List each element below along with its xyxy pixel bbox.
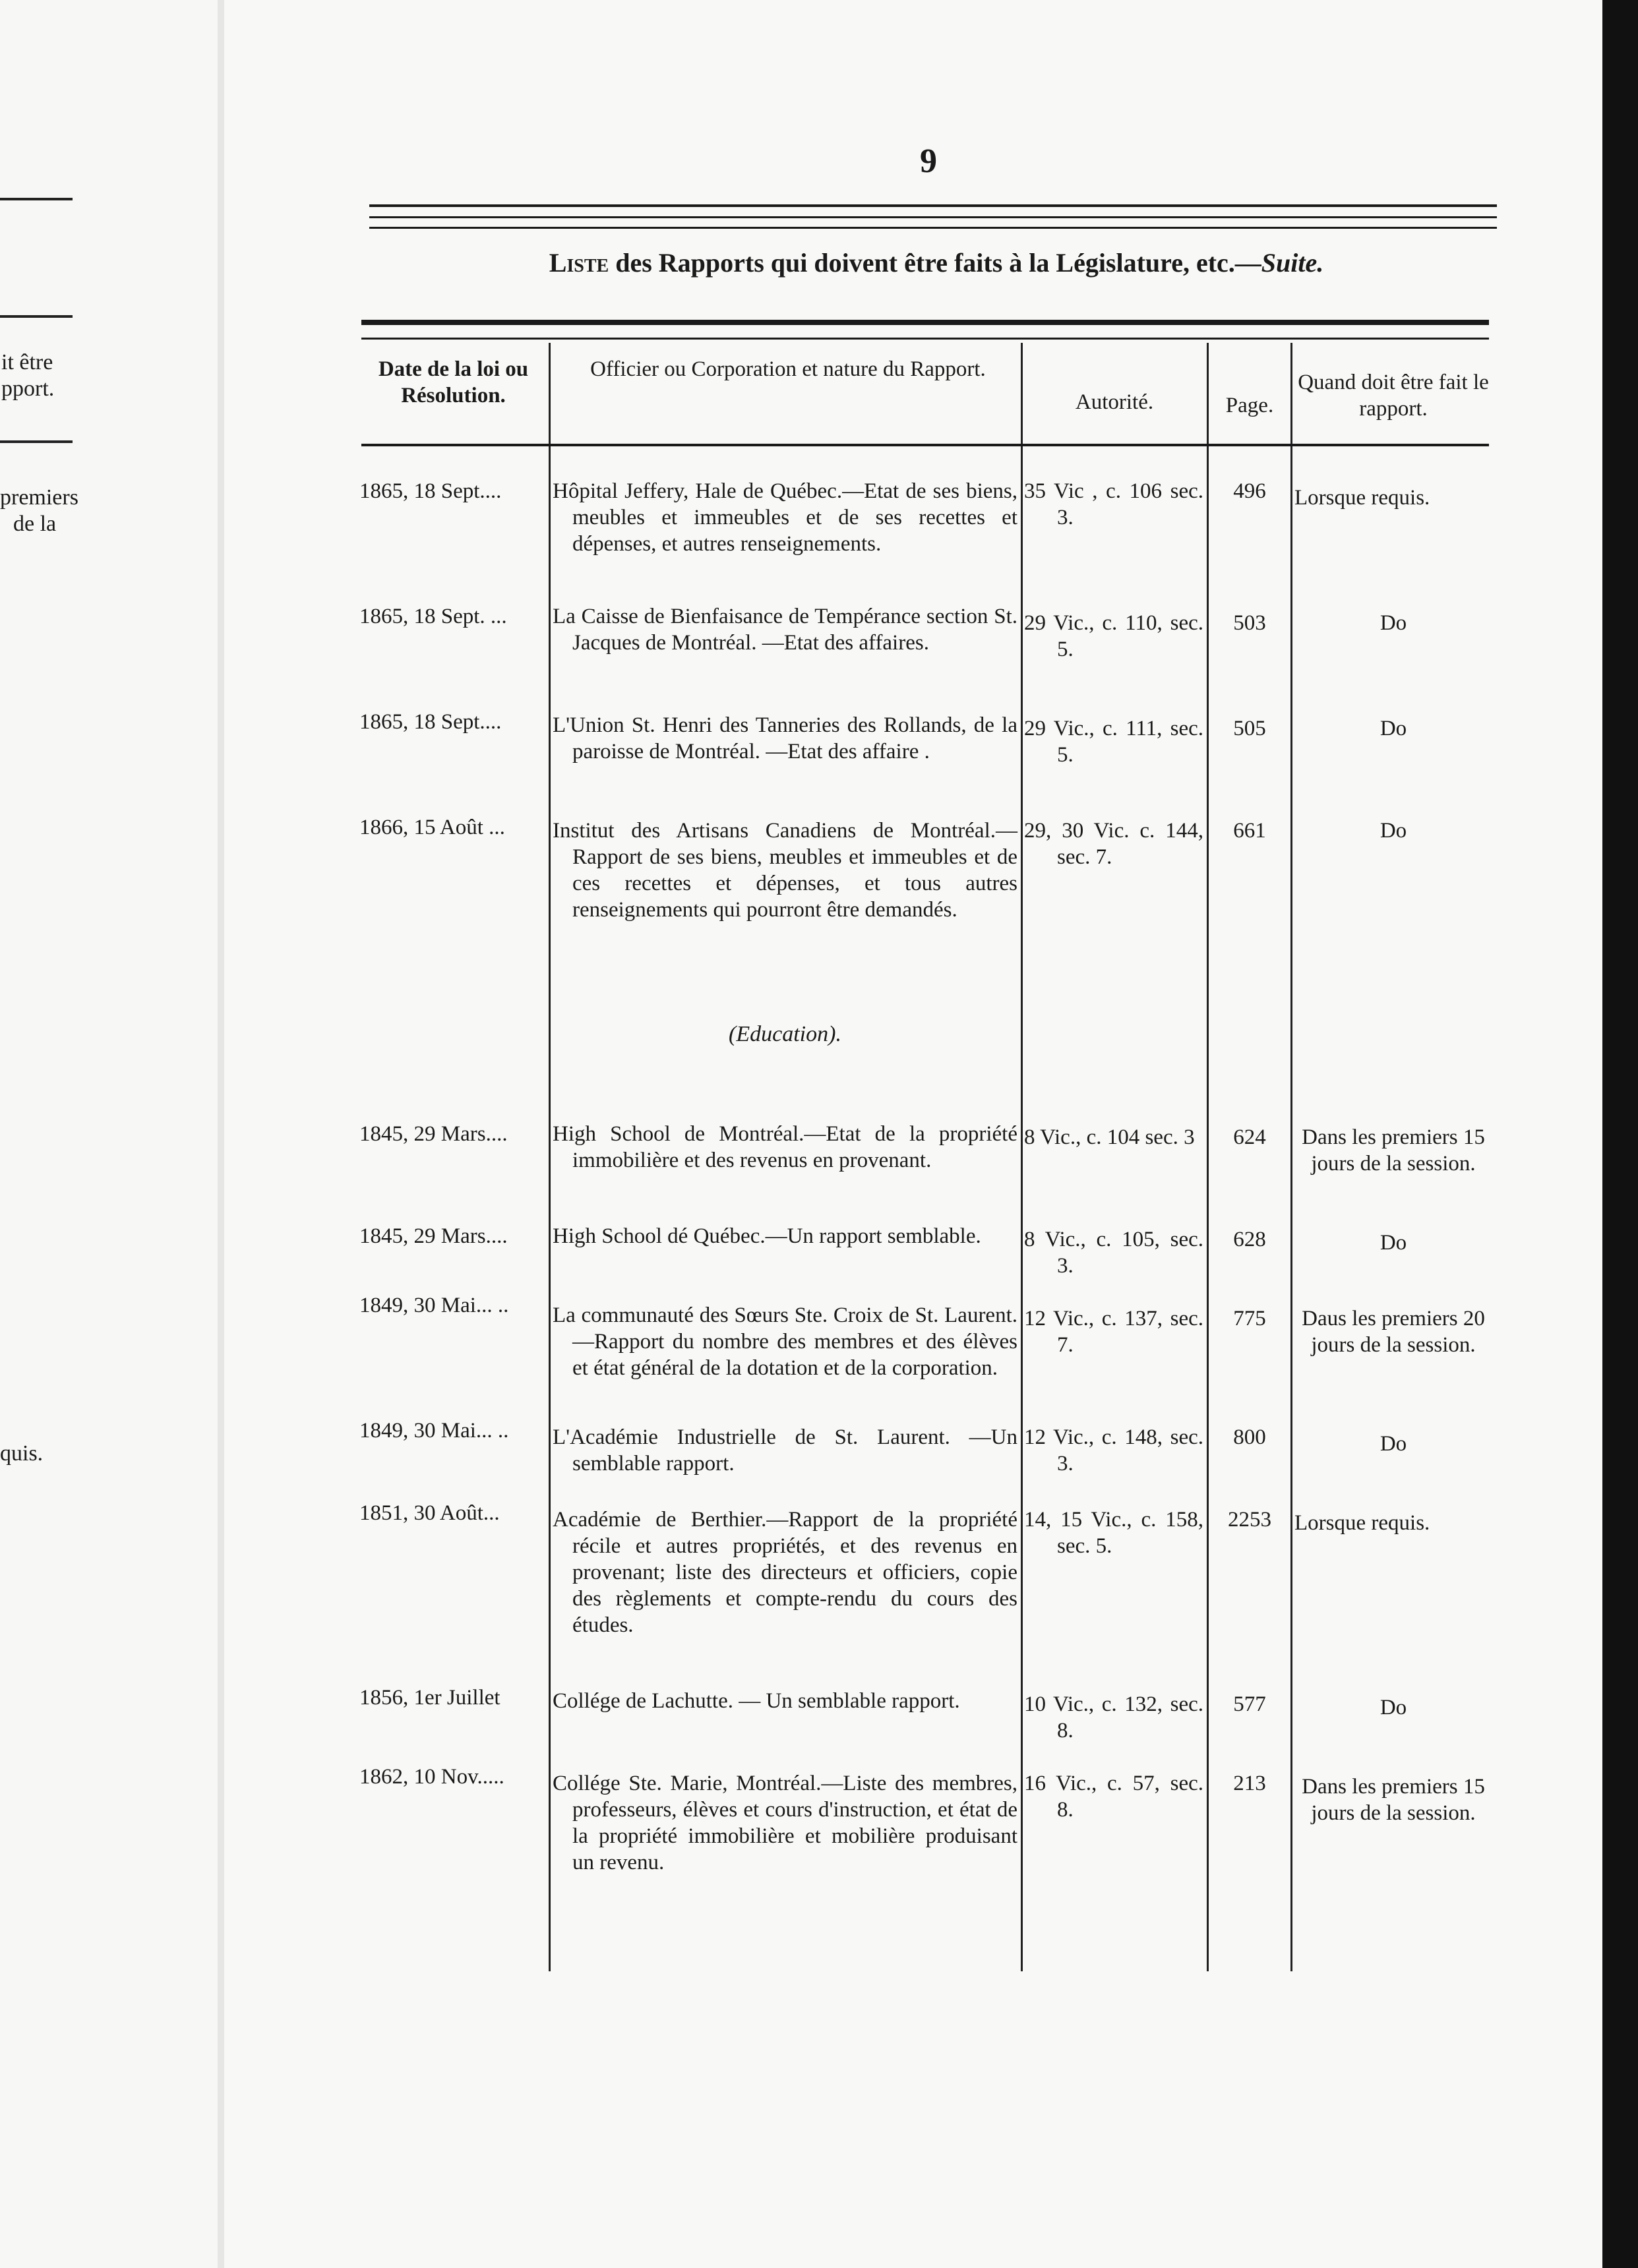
- top-rule: [369, 227, 1497, 229]
- row-description: La Caisse de Bienfaisance de Tempérance …: [553, 605, 1017, 655]
- row-when: Lorsque requis.: [1294, 486, 1430, 510]
- row-description: Institut des Artisans Canadiens de Montr…: [553, 819, 1017, 922]
- divider: [0, 198, 73, 200]
- left-fragment-text: de la: [13, 512, 57, 536]
- row-date: 1856, 1er Juillet: [359, 1686, 501, 1710]
- row-page: 577: [1233, 1692, 1266, 1716]
- row-authority: 10 Vic., c. 132, sec. 8.: [1024, 1692, 1203, 1743]
- row-date: 1862, 10 Nov.....: [359, 1765, 504, 1789]
- row-authority: 8 Vic., c. 105, sec. 3.: [1024, 1228, 1203, 1278]
- left-fragment-text: quis.: [0, 1441, 44, 1466]
- top-rule: [369, 216, 1497, 218]
- row-page: 2253: [1228, 1508, 1271, 1532]
- title-prefix: Liste: [549, 248, 609, 278]
- row-when: Dans les premiers 15 jours de la session…: [1302, 1125, 1485, 1176]
- row-description: High School de Montréal.—Etat de la prop…: [553, 1122, 1017, 1172]
- row-description: L'Académie Industrielle de St. Laurent. …: [553, 1425, 1017, 1476]
- row-date: 1845, 29 Mars....: [359, 1122, 508, 1146]
- divider: [0, 440, 73, 443]
- column-divider: [1207, 343, 1209, 1971]
- row-when: Dans les premiers 15 jours de la session…: [1302, 1775, 1485, 1825]
- row-date: 1866, 15 Août ...: [359, 816, 505, 839]
- header-date: Date de la loi ou Résolution.: [378, 357, 529, 407]
- page-number: 9: [920, 142, 937, 180]
- row-page: 661: [1233, 819, 1266, 843]
- row-page: 503: [1233, 611, 1266, 635]
- row-when: Do: [1380, 1432, 1407, 1456]
- row-description: High School dé Québec.—Un rapport sembla…: [553, 1224, 981, 1248]
- row-date: 1849, 30 Mai... ..: [359, 1419, 509, 1443]
- column-divider: [549, 343, 551, 1971]
- header-page: Page.: [1225, 394, 1274, 417]
- left-fragment-text: pport.: [1, 376, 55, 401]
- row-date: 1849, 30 Mai... ..: [359, 1294, 509, 1317]
- title-main: des Rapports qui doivent être faits à la…: [609, 248, 1261, 278]
- row-page: 775: [1233, 1307, 1266, 1330]
- table-top-rule: [361, 320, 1489, 325]
- section-heading: (Education).: [729, 1022, 841, 1046]
- title-suite: Suite.: [1261, 248, 1324, 278]
- row-page: 624: [1233, 1125, 1266, 1149]
- table-title: Liste des Rapports qui doivent être fait…: [369, 247, 1503, 278]
- left-fragment-text: premiers: [0, 485, 78, 510]
- row-authority: 12 Vic., c. 148, sec. 3.: [1024, 1425, 1203, 1476]
- row-page: 628: [1233, 1228, 1266, 1251]
- row-when: Daus les premiers 20 jours de la session…: [1302, 1307, 1485, 1357]
- row-date: 1865, 18 Sept....: [359, 710, 502, 734]
- row-description: Collége Ste. Marie, Montréal.—Liste des …: [553, 1772, 1017, 1874]
- row-when: Do: [1380, 717, 1407, 740]
- row-page: 213: [1233, 1772, 1266, 1795]
- top-rule: [369, 204, 1497, 207]
- row-description: Académie de Berthier.—Rapport de la prop…: [553, 1508, 1017, 1637]
- row-page: 496: [1233, 479, 1266, 503]
- row-authority: 29 Vic., c. 111, sec. 5.: [1024, 717, 1203, 767]
- header-officer: Officier ou Corporation et nature du Rap…: [590, 357, 986, 381]
- row-description: La communauté des Sœurs Ste. Croix de St…: [553, 1303, 1017, 1380]
- row-date: 1851, 30 Août...: [359, 1501, 500, 1525]
- left-fragment-text: it être: [1, 350, 53, 374]
- row-authority: 14, 15 Vic., c. 158, sec. 5.: [1024, 1508, 1203, 1558]
- row-authority: 29, 30 Vic. c. 144, sec. 7.: [1024, 819, 1203, 869]
- left-page-fragment: it être pport. premiers de la quis.: [0, 0, 218, 2268]
- row-date: 1865, 18 Sept....: [359, 479, 502, 503]
- header-rule: [361, 444, 1489, 446]
- row-description: Collége de Lachutte. — Un semblable rapp…: [553, 1689, 960, 1713]
- divider: [0, 315, 73, 318]
- row-when: Do: [1380, 1696, 1407, 1719]
- row-when: Do: [1380, 1231, 1407, 1255]
- row-date: 1845, 29 Mars....: [359, 1224, 508, 1248]
- row-description: Hôpital Jeffery, Hale de Québec.—Etat de…: [553, 479, 1017, 556]
- row-page: 505: [1233, 717, 1266, 740]
- header-when: Quand doit être fait le rapport.: [1298, 371, 1489, 421]
- row-when: Lorsque requis.: [1294, 1511, 1430, 1535]
- row-when: Do: [1380, 611, 1407, 635]
- row-authority: 16 Vic., c. 57, sec. 8.: [1024, 1772, 1203, 1822]
- row-page: 800: [1233, 1425, 1266, 1449]
- row-authority: 8 Vic., c. 104 sec. 3: [1024, 1125, 1195, 1149]
- row-date: 1865, 18 Sept. ...: [359, 605, 507, 628]
- page-gutter: [218, 0, 224, 2268]
- column-divider: [1021, 343, 1023, 1971]
- row-authority: 35 Vic , c. 106 sec. 3.: [1024, 479, 1203, 529]
- table-top-rule: [361, 338, 1489, 340]
- column-divider: [1290, 343, 1292, 1971]
- header-authority: Autorité.: [1075, 390, 1154, 414]
- row-description: L'Union St. Henri des Tanneries des Roll…: [553, 713, 1017, 763]
- row-authority: 12 Vic., c. 137, sec. 7.: [1024, 1307, 1203, 1357]
- row-authority: 29 Vic., c. 110, sec. 5.: [1024, 611, 1203, 661]
- page: [224, 0, 1602, 2268]
- row-when: Do: [1380, 819, 1407, 843]
